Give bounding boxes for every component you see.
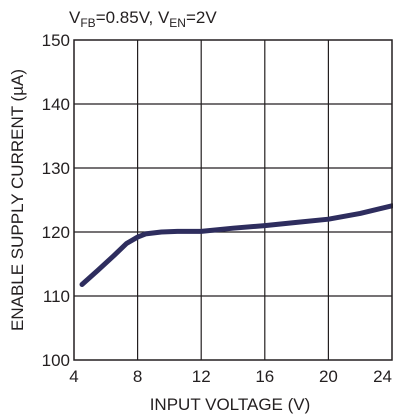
y-tick-label: 100 bbox=[42, 351, 70, 370]
grid bbox=[74, 40, 392, 360]
x-tick-label: 12 bbox=[192, 367, 211, 386]
plot-frame bbox=[73, 39, 393, 361]
x-tick-label: 24 bbox=[373, 367, 392, 386]
y-axis-label: ENABLE SUPPLY CURRENT (µA) bbox=[8, 69, 27, 331]
y-tick-labels: 100 110 120 130 140 150 bbox=[42, 31, 70, 370]
y-tick-label: 140 bbox=[42, 95, 70, 114]
y-tick-label: 110 bbox=[43, 287, 70, 306]
series bbox=[79, 203, 393, 287]
x-tick-label: 8 bbox=[133, 367, 142, 386]
y-tick-label: 120 bbox=[42, 223, 70, 242]
x-tick-label: 20 bbox=[319, 367, 338, 386]
x-tick-labels: 4 8 12 16 20 24 bbox=[69, 367, 392, 386]
y-tick-label: 130 bbox=[42, 159, 70, 178]
test-conditions: VFB=0.85V, VEN=2V bbox=[69, 8, 217, 30]
x-tick-label: 16 bbox=[255, 367, 274, 386]
x-tick-label: 4 bbox=[69, 367, 78, 386]
x-axis-label: INPUT VOLTAGE (V) bbox=[150, 395, 311, 414]
y-tick-label: 150 bbox=[42, 31, 70, 50]
series-line bbox=[79, 203, 393, 287]
